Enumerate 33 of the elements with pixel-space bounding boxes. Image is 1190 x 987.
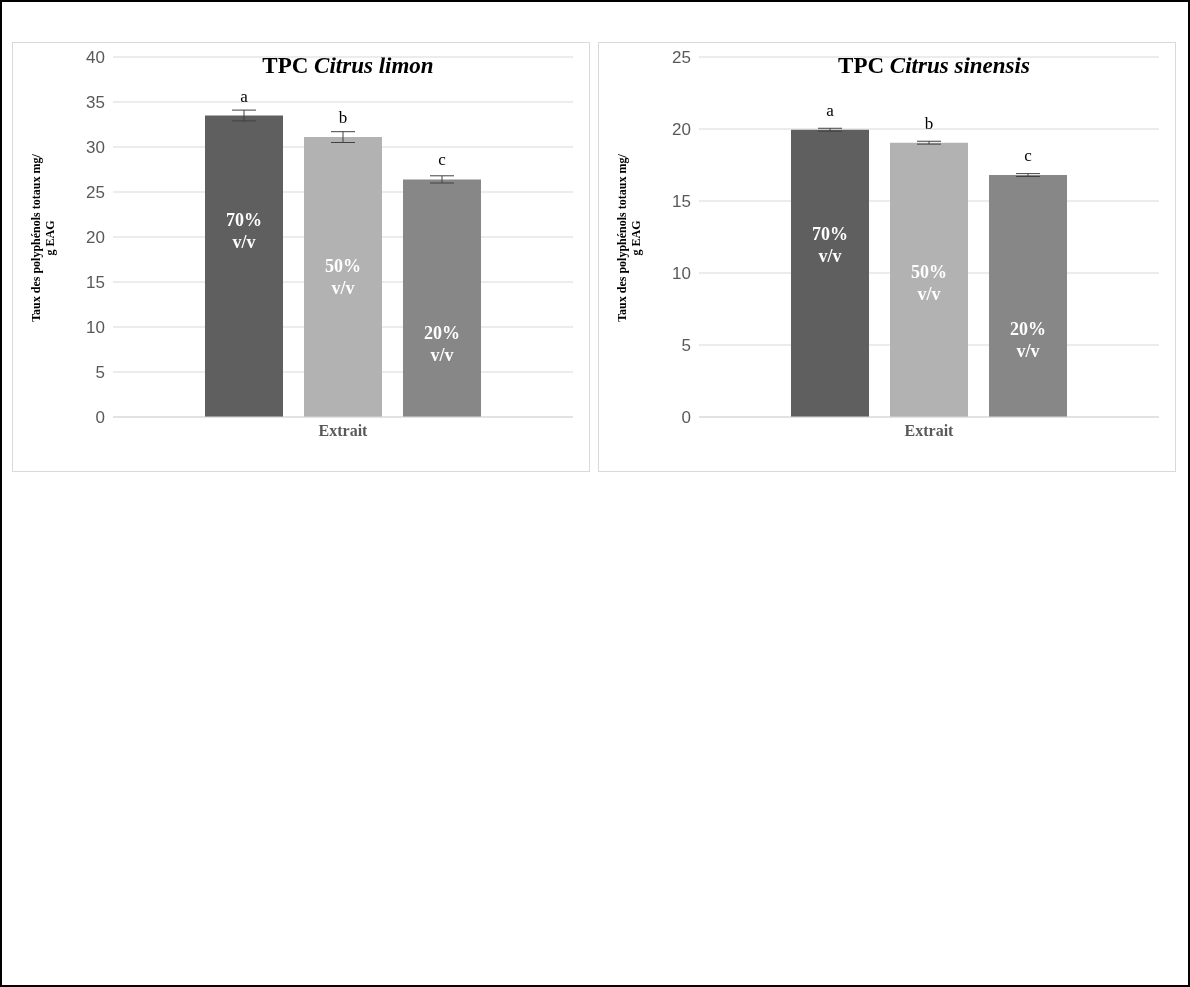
y-tick-label: 30 bbox=[86, 138, 105, 158]
y-tick-label: 10 bbox=[86, 318, 105, 338]
series-label: 70% v/v bbox=[812, 223, 848, 266]
y-tick-label: 15 bbox=[672, 192, 691, 212]
y-tick-label: 20 bbox=[86, 228, 105, 248]
y-tick-label: 20 bbox=[672, 120, 691, 140]
chart-title: TPC Citrus limon bbox=[262, 53, 434, 78]
annotation: b bbox=[338, 108, 348, 128]
y-tick-label: 10 bbox=[672, 264, 691, 284]
series-label: 50% v/v bbox=[325, 256, 361, 299]
y-tick-label: 15 bbox=[86, 273, 105, 293]
y-axis-title: Taux des polyphénols totaux mg/ g EAG bbox=[615, 153, 643, 323]
annotation: a bbox=[240, 86, 249, 106]
x-tick-label: Extrait bbox=[904, 422, 955, 440]
y-tick-label: 35 bbox=[86, 93, 105, 113]
y-tick-label: 0 bbox=[681, 408, 691, 428]
annotation: a bbox=[826, 100, 835, 120]
y-tick-label: 5 bbox=[681, 336, 691, 356]
annotation: c bbox=[1024, 146, 1033, 166]
y-tick-label: 25 bbox=[86, 183, 105, 203]
y-tick-label: 25 bbox=[672, 48, 691, 68]
y-tick-label: 5 bbox=[95, 363, 105, 383]
x-tick-label: Extrait bbox=[318, 422, 369, 440]
annotation: b bbox=[924, 113, 934, 133]
series-label: 50% v/v bbox=[911, 261, 947, 304]
series-label: 20% v/v bbox=[424, 323, 460, 366]
y-axis-title: Taux des polyphénols totaux mg/ g EAG bbox=[29, 153, 57, 323]
series-label: 20% v/v bbox=[1010, 319, 1046, 362]
annotation: c bbox=[438, 150, 447, 170]
chart-title: TPC Citrus sinensis bbox=[838, 53, 1030, 78]
y-tick-label: 0 bbox=[95, 408, 105, 428]
y-tick-label: 40 bbox=[86, 48, 105, 68]
series-label: 70% v/v bbox=[226, 209, 262, 252]
